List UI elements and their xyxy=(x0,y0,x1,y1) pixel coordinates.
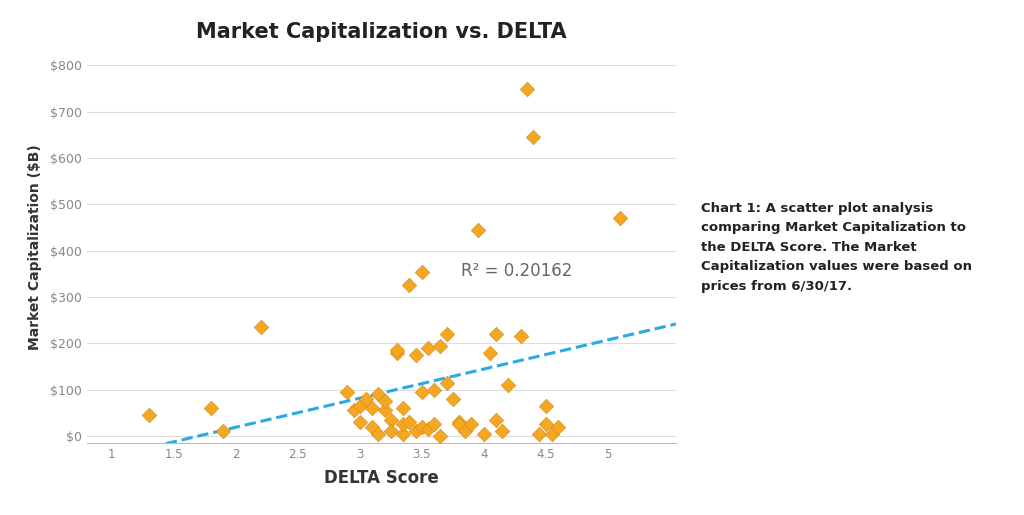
Point xyxy=(401,281,418,289)
Point xyxy=(395,420,412,428)
Point xyxy=(420,344,436,352)
Point xyxy=(531,430,548,438)
X-axis label: DELTA Score: DELTA Score xyxy=(324,469,439,487)
Point xyxy=(426,386,442,394)
Point xyxy=(457,427,473,436)
Point xyxy=(420,425,436,433)
Point xyxy=(451,420,467,428)
Point xyxy=(377,397,393,405)
Text: Chart 1: A scatter plot analysis
comparing Market Capitalization to
the DELTA Sc: Chart 1: A scatter plot analysis compari… xyxy=(701,202,973,293)
Point xyxy=(513,332,529,340)
Point xyxy=(370,430,386,438)
Point xyxy=(370,390,386,399)
Point xyxy=(550,423,566,431)
Point xyxy=(501,381,517,389)
Point xyxy=(519,84,536,93)
Point xyxy=(444,395,461,403)
Point xyxy=(487,416,504,424)
Point xyxy=(389,346,406,354)
Point xyxy=(414,423,430,431)
Point xyxy=(395,404,412,413)
Point xyxy=(351,402,368,410)
Point xyxy=(414,267,430,276)
Point xyxy=(432,432,449,440)
Y-axis label: Market Capitalization ($B): Market Capitalization ($B) xyxy=(28,144,42,350)
Point xyxy=(357,395,374,403)
Point xyxy=(475,430,492,438)
Point xyxy=(408,351,424,359)
Point xyxy=(395,430,412,438)
Point xyxy=(383,427,399,436)
Point xyxy=(203,404,219,413)
Point xyxy=(432,341,449,350)
Point xyxy=(451,418,467,426)
Point xyxy=(364,404,380,413)
Point xyxy=(525,133,542,141)
Point xyxy=(401,418,418,426)
Point xyxy=(426,420,442,428)
Point xyxy=(463,420,479,428)
Point xyxy=(495,427,511,436)
Point xyxy=(414,388,430,396)
Title: Market Capitalization vs. DELTA: Market Capitalization vs. DELTA xyxy=(197,22,566,42)
Point xyxy=(544,430,560,438)
Point xyxy=(612,214,629,222)
Point xyxy=(469,226,485,234)
Point xyxy=(481,349,498,357)
Point xyxy=(364,423,380,431)
Point xyxy=(389,349,406,357)
Point xyxy=(438,330,455,338)
Point xyxy=(408,427,424,436)
Point xyxy=(339,388,355,396)
Point xyxy=(215,427,231,436)
Point xyxy=(487,330,504,338)
Point xyxy=(538,420,554,428)
Point xyxy=(141,411,158,419)
Point xyxy=(538,402,554,410)
Point xyxy=(345,406,361,415)
Point xyxy=(351,418,368,426)
Point xyxy=(377,406,393,415)
Point xyxy=(252,323,268,331)
Text: R² = 0.20162: R² = 0.20162 xyxy=(462,262,572,280)
Point xyxy=(383,416,399,424)
Point xyxy=(438,379,455,387)
